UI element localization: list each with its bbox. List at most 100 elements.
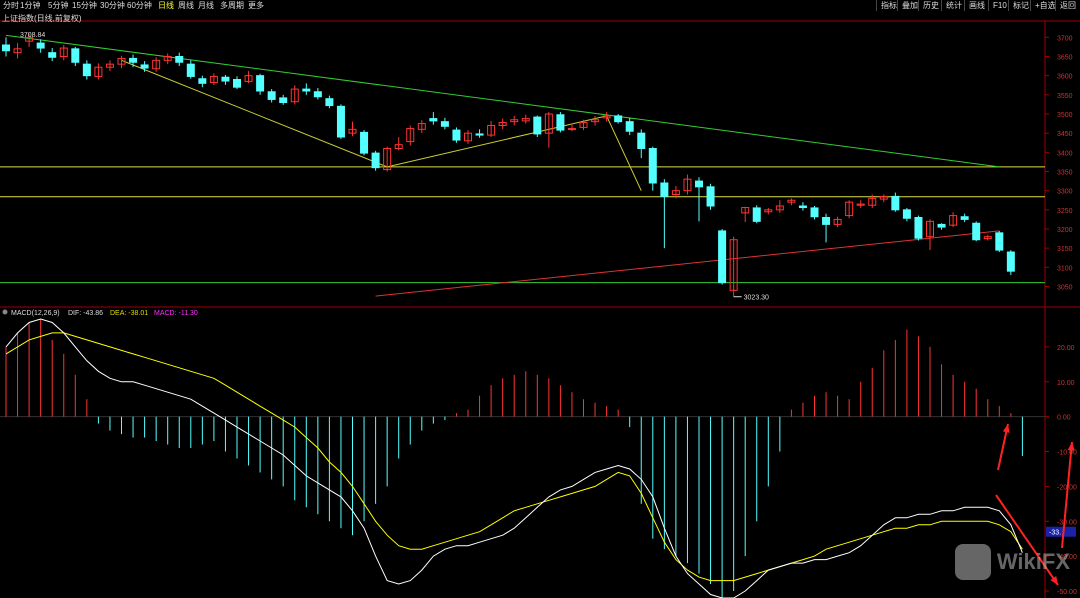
y-tick-label: 3050 xyxy=(1057,285,1073,292)
y-tick-label: 3650 xyxy=(1057,55,1073,62)
candle-body xyxy=(221,76,230,82)
candle-body xyxy=(59,47,68,57)
annotation-arrow-down-head xyxy=(1050,576,1058,585)
candle-body xyxy=(602,115,611,119)
candle-body xyxy=(140,64,149,69)
tool-button-6[interactable]: 标记 xyxy=(1008,0,1033,11)
dif-line xyxy=(5,318,1023,598)
candle-body xyxy=(348,128,357,134)
tool-button-5[interactable]: F10 xyxy=(988,0,1011,11)
candle-body xyxy=(186,63,195,77)
candle-body xyxy=(810,207,819,218)
tool-button-1[interactable]: 叠加 xyxy=(897,0,922,11)
candle-body xyxy=(175,56,184,63)
candle-body xyxy=(152,59,161,70)
candle-body xyxy=(891,195,900,211)
candle-body xyxy=(567,128,576,131)
candle-body xyxy=(313,91,322,98)
candle-body xyxy=(394,144,403,150)
candle-body xyxy=(833,218,842,225)
timeframe-tab-6[interactable]: 日线 xyxy=(158,1,174,10)
y-tick-label: 3600 xyxy=(1057,74,1073,81)
y-tick-label: 3100 xyxy=(1057,265,1073,272)
macd-y-tick-label: -40.00 xyxy=(1057,554,1077,561)
candle-body xyxy=(105,63,114,68)
y-tick-label: 3550 xyxy=(1057,93,1073,100)
trend-line xyxy=(121,59,388,168)
candle-body xyxy=(521,118,530,122)
candle-body xyxy=(764,209,773,213)
candle-body xyxy=(625,121,634,132)
macd-y-tick-label: -10.00 xyxy=(1057,450,1077,457)
candle-body xyxy=(406,128,415,143)
macd-y-tick-label: -30.00 xyxy=(1057,519,1077,526)
candle-body xyxy=(244,75,253,82)
y-tick-label: 3250 xyxy=(1057,208,1073,215)
candle-body xyxy=(256,75,265,92)
candle-body xyxy=(325,98,334,107)
annotation-arrow-up-right-head xyxy=(1067,442,1075,451)
timeframe-tab-1[interactable]: 1分钟 xyxy=(20,1,41,10)
macd-value-label: MACD: -11.30 xyxy=(154,310,198,317)
y-tick-label: 3300 xyxy=(1057,189,1073,196)
timeframe-tab-5[interactable]: 60分钟 xyxy=(127,1,152,10)
candle-body xyxy=(798,205,807,209)
candle-body xyxy=(429,118,438,122)
candle-body xyxy=(937,223,946,228)
high-price-label: 3708.84 xyxy=(20,32,45,39)
candle-body xyxy=(914,217,923,239)
candle-body xyxy=(960,216,969,220)
timeframe-tab-3[interactable]: 15分钟 xyxy=(72,1,97,10)
timeframe-tab-0[interactable]: 分时 xyxy=(3,1,19,10)
timeframe-tab-7[interactable]: 周线 xyxy=(178,1,194,10)
tool-button-3[interactable]: 统计 xyxy=(941,0,966,11)
candle-body xyxy=(464,132,472,142)
watermark: WikiFX xyxy=(954,543,1070,581)
candle-body xyxy=(417,123,426,130)
tool-button-0[interactable]: 指标 xyxy=(876,0,901,11)
timeframe-tab-4[interactable]: 30分钟 xyxy=(100,1,125,10)
candle-body xyxy=(163,56,172,61)
current-value-tag: -33. xyxy=(1049,530,1061,537)
trend-line xyxy=(387,115,607,168)
annotation-arrow-up-right xyxy=(1061,441,1073,549)
candle-body xyxy=(1006,251,1015,272)
candle-body xyxy=(579,121,588,128)
tool-button-7[interactable]: +自选 xyxy=(1030,0,1060,11)
y-tick-label: 3150 xyxy=(1057,246,1073,253)
timeframe-tab-8[interactable]: 月线 xyxy=(198,1,214,10)
timeframe-tab-10[interactable]: 更多 xyxy=(248,1,264,10)
candle-body xyxy=(706,186,715,207)
candle-body xyxy=(729,239,738,291)
candle-body xyxy=(290,88,299,103)
tool-button-2[interactable]: 历史 xyxy=(918,0,943,11)
candle-body xyxy=(2,44,10,52)
candle-body xyxy=(683,178,692,192)
tool-button-8[interactable]: 返回 xyxy=(1055,0,1080,11)
tool-button-4[interactable]: 画线 xyxy=(964,0,989,11)
y-tick-label: 3700 xyxy=(1057,35,1073,42)
candle-body xyxy=(452,129,461,141)
wikifx-logo xyxy=(954,544,991,580)
candle-body xyxy=(336,105,345,138)
candle-body xyxy=(822,217,831,225)
macd-y-tick-label: 0.00 xyxy=(1057,415,1071,422)
candle-body xyxy=(94,66,103,77)
candle-body xyxy=(845,201,854,217)
y-tick-label: 3500 xyxy=(1057,112,1073,119)
candle-body xyxy=(510,119,519,123)
timeframe-tab-2[interactable]: 5分钟 xyxy=(48,1,69,10)
candle-body xyxy=(718,230,727,284)
candle-body xyxy=(591,119,600,123)
y-tick-label: 3200 xyxy=(1057,227,1073,234)
annotation-arrow-down xyxy=(995,494,1059,586)
candle-body xyxy=(637,132,646,150)
annotation-arrow-up-head xyxy=(1002,424,1010,433)
candle-body xyxy=(383,148,392,171)
y-tick-label: 3450 xyxy=(1057,131,1073,138)
watermark-text: WikiFX xyxy=(996,549,1070,574)
timeframe-tab-9[interactable]: 多周期 xyxy=(220,1,244,10)
candle-body xyxy=(775,205,784,211)
y-tick-label: 3350 xyxy=(1057,170,1073,177)
